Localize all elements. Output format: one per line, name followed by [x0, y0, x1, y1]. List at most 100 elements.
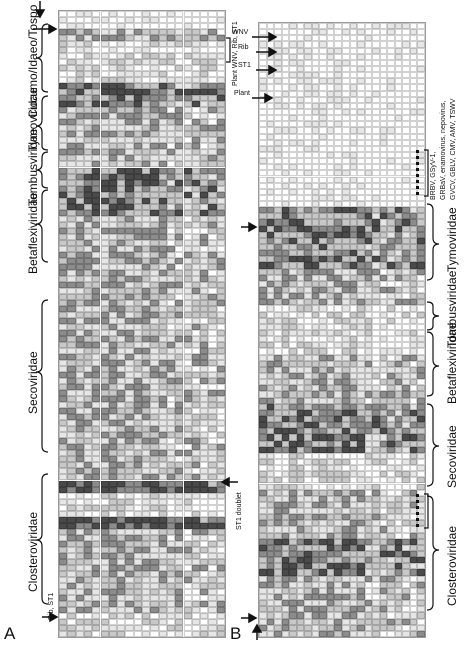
heatmap-cell [125, 11, 134, 18]
heatmap-cell [191, 143, 201, 150]
heatmap-cell [67, 23, 76, 30]
heatmap-cell [208, 167, 217, 174]
heatmap-cell [108, 179, 118, 186]
heatmap-cell [158, 161, 167, 168]
label-rib-st1-a: Rib, ST1 [48, 592, 55, 620]
heatmap-cell [75, 131, 84, 138]
heatmap-cell [67, 11, 76, 18]
heatmap-cell [117, 143, 126, 150]
heatmap-cell [83, 143, 93, 150]
heatmap-cell [200, 47, 209, 54]
heatmap-cell [191, 59, 201, 66]
heatmap-cell [83, 161, 93, 168]
heatmap-cell [158, 17, 167, 24]
bracket-plant-wnv-a [226, 37, 231, 63]
arrow-mid-b [241, 221, 258, 233]
heatmap-cell [175, 119, 184, 126]
heatmap-cell [83, 17, 93, 24]
heatmap-cell [158, 119, 167, 126]
heatmap-cell [83, 155, 93, 162]
heatmap-cell [208, 113, 217, 120]
heatmap-cell [158, 143, 167, 150]
label-tombusviridae-b: Tombusviridae [445, 270, 459, 348]
heatmap-cell [166, 149, 176, 156]
heatmap-cell [183, 11, 192, 18]
heatmap-cell [92, 179, 101, 186]
heatmap-cell [158, 95, 167, 102]
heatmap-cell [191, 17, 201, 24]
heatmap-cell [108, 137, 118, 144]
heatmap-cell [125, 101, 134, 108]
heatmap-cell [191, 173, 201, 180]
heatmap-cell [200, 149, 209, 156]
heatmap-cell [175, 59, 184, 66]
heatmap-cell [108, 41, 118, 48]
heatmap-cell [75, 83, 84, 90]
heatmap-cell [108, 71, 118, 78]
heatmap-cell [349, 630, 358, 637]
heatmap-cell [108, 155, 118, 162]
heatmap-cell [83, 89, 93, 96]
heatmap-cell [158, 630, 167, 637]
heatmap-cell [216, 71, 225, 78]
heatmap-cell [166, 119, 176, 126]
heatmap-cell [166, 53, 176, 60]
heatmap-cell [191, 83, 201, 90]
heatmap-cell [183, 119, 192, 126]
heatmap-cell [142, 125, 151, 132]
heatmap-cell [92, 131, 101, 138]
heatmap-cell [183, 47, 192, 54]
heatmap-cell [208, 119, 217, 126]
heatmap-cell [200, 35, 209, 42]
heatmap-cell [175, 77, 184, 84]
heatmap-cell [59, 41, 68, 48]
heatmap-cell [83, 41, 93, 48]
heatmap-cell [108, 23, 118, 30]
label-plant-b: Plant [234, 90, 250, 97]
heatmap-cell [117, 155, 126, 162]
heatmap-cell [142, 95, 151, 102]
heatmap-cell [289, 630, 297, 637]
heatmap-cell [108, 65, 118, 72]
heatmap-cell [67, 179, 76, 186]
heatmap-cell [67, 107, 76, 114]
heatmap-cell [150, 59, 159, 66]
heatmap-cell [166, 47, 176, 54]
heatmap-cell [92, 630, 101, 637]
heatmap-cell [200, 71, 209, 78]
heatmap-cell [100, 65, 109, 72]
panel-b-heatmap [258, 22, 426, 638]
heatmap-cell [83, 77, 93, 84]
heatmap-cell [75, 149, 84, 156]
heatmap-cell [216, 35, 225, 42]
heatmap-cell [183, 23, 192, 30]
heatmap-cell [158, 47, 167, 54]
heatmap-cell [216, 179, 225, 186]
heatmap-cell [117, 11, 126, 18]
heatmap-cell [117, 107, 126, 114]
heatmap-cell [296, 630, 305, 637]
heatmap-cell [75, 35, 84, 42]
heatmap-cell [208, 53, 217, 60]
heatmap-cell [183, 53, 192, 60]
heatmap-cell [387, 630, 395, 637]
heatmap-cell [175, 23, 184, 30]
heatmap-cell [200, 83, 209, 90]
heatmap-cell [100, 101, 109, 108]
heatmap-cell [133, 53, 142, 60]
heatmap-cell [142, 47, 151, 54]
heatmap-cell [183, 107, 192, 114]
heatmap-cell [100, 119, 109, 126]
heatmap-cell [67, 161, 76, 168]
heatmap-cell [75, 143, 84, 150]
heatmap-cell [372, 630, 380, 637]
label-st1-doublet-a: ST1 doublet [236, 492, 243, 530]
heatmap-cell [191, 107, 201, 114]
heatmap-cell [166, 59, 176, 66]
heatmap-cell [311, 630, 320, 637]
heatmap-cell [216, 155, 225, 162]
heatmap-cell [142, 107, 151, 114]
heatmap-cell [83, 47, 93, 54]
heatmap-cell [175, 71, 184, 78]
heatmap-cell [216, 113, 225, 120]
